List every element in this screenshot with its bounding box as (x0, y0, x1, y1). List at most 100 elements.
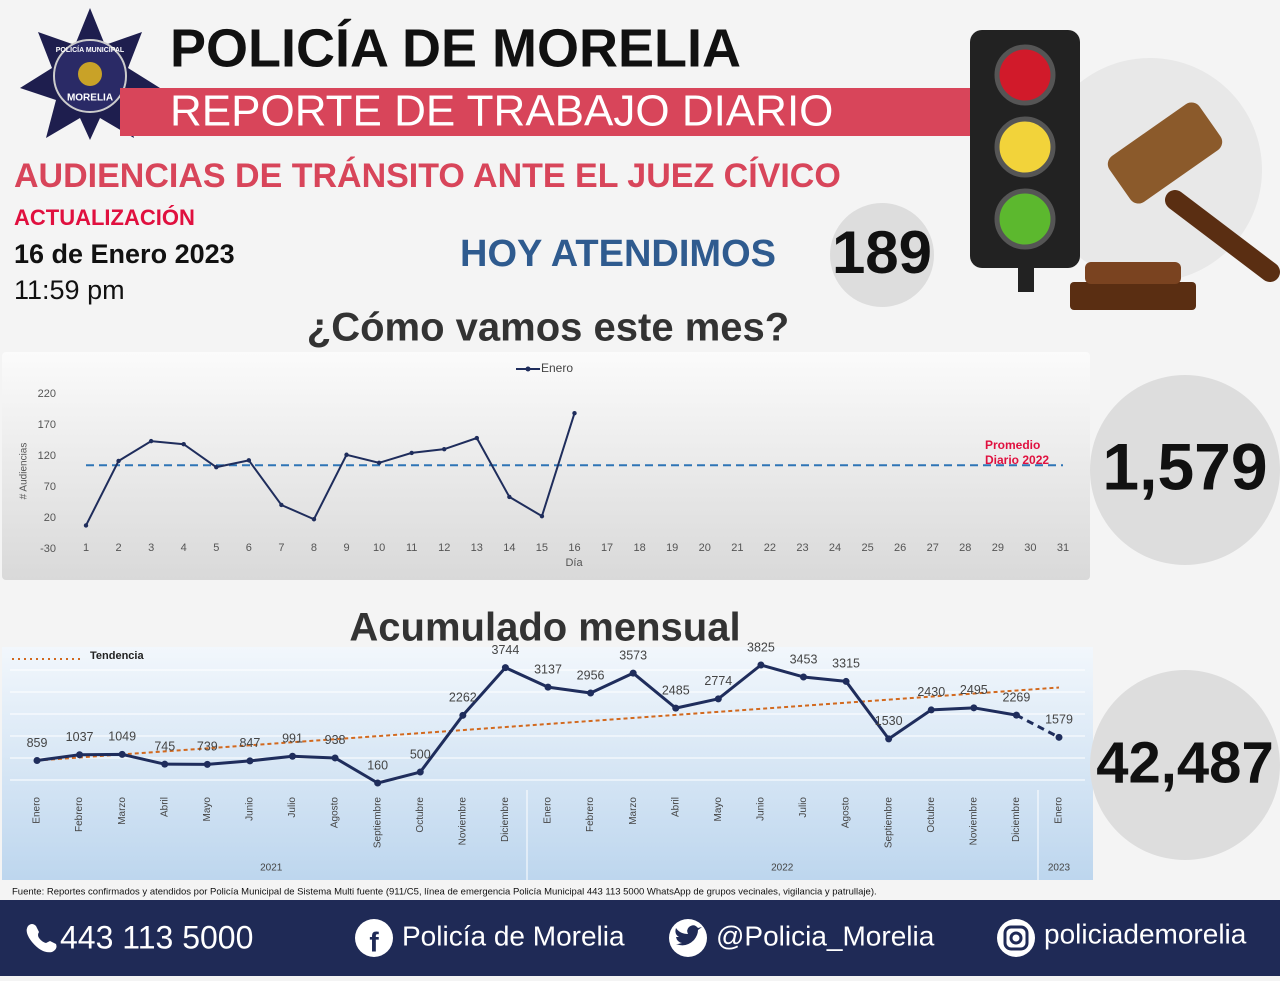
value-label: 2430 (917, 685, 945, 699)
x-tick-label: Noviembre (457, 797, 468, 846)
cumulative-title: Acumulado mensual (349, 606, 740, 650)
point (842, 677, 850, 685)
value-label: 745 (154, 739, 175, 753)
point (33, 756, 41, 764)
traffic-pole (1018, 268, 1034, 292)
badge-emblem (78, 62, 102, 86)
x-tick-label: Febrero (585, 797, 596, 832)
x-tick-label: 17 (601, 542, 613, 554)
point (376, 460, 382, 466)
value-label: 160 (367, 758, 388, 772)
x-tick-label: 18 (634, 542, 646, 554)
value-label: 1037 (66, 730, 94, 744)
badge-top: POLICÍA MUNICIPAL (56, 45, 125, 54)
point (214, 464, 219, 470)
value-label: 1530 (875, 714, 903, 728)
x-tick-label: 2 (116, 542, 122, 554)
cumulative-total: 42,487 (1096, 730, 1273, 795)
x-tick-label: Diciembre (500, 797, 511, 842)
x-tick-label: 11 (406, 542, 417, 554)
x-tick-label: 19 (666, 542, 678, 554)
point (539, 513, 545, 519)
x-tick-label: 8 (311, 542, 317, 554)
x-tick-label: 20 (699, 542, 711, 554)
x-tick-label: 27 (927, 542, 939, 554)
badge-bottom: MORELIA (67, 93, 113, 104)
update-time: 11:59 pm (14, 275, 125, 305)
month-total: 1,579 (1102, 429, 1267, 503)
x-tick-label: Agosto (841, 797, 852, 829)
point (885, 735, 893, 743)
facebook[interactable]: Policía de Morelia (402, 920, 625, 951)
heading: AUDIENCIAS DE TRÁNSITO ANTE EL JUEZ CÍVI… (14, 157, 841, 195)
month-circle (1090, 375, 1280, 565)
series-line (36, 663, 1017, 785)
point (83, 523, 89, 528)
point (474, 435, 479, 441)
point (118, 750, 126, 758)
instagram-glyph (1003, 925, 1029, 951)
x-tick-label: Junio (756, 797, 767, 821)
value-label: 2269 (1003, 690, 1031, 704)
x-tick-label: Junio (245, 797, 256, 821)
value-label: 2262 (449, 691, 477, 705)
y-tick-label: 220 (38, 388, 56, 400)
x-tick-label: 1 (83, 542, 89, 554)
point (203, 760, 211, 768)
y-tick-label: -30 (40, 543, 56, 555)
point (344, 452, 349, 457)
x-tick-label: Noviembre (968, 797, 979, 846)
value-label: 1579 (1045, 713, 1073, 727)
x-tick-label: Abril (670, 797, 681, 817)
point (246, 458, 252, 463)
x-tick-label: Mayo (713, 797, 724, 822)
instagram[interactable]: policiademorelia (1044, 918, 1247, 949)
group-label: 2021 (260, 863, 283, 874)
value-label: 3453 (790, 652, 818, 666)
x-tick-label: 29 (992, 542, 1004, 554)
x-tick-label: Septiembre (883, 797, 894, 849)
x-tick-label: 5 (213, 542, 219, 554)
subtitle: REPORTE DE TRABAJO DIARIO (170, 87, 833, 136)
x-tick-label: Septiembre (372, 797, 383, 849)
point (970, 704, 978, 712)
phone[interactable]: 443 113 5000 (60, 919, 253, 955)
point (629, 669, 637, 677)
reference-label: Diario 2022 (985, 453, 1049, 467)
point (1012, 711, 1020, 719)
point (501, 664, 509, 672)
point (714, 695, 722, 703)
value-label: 2485 (662, 683, 690, 697)
x-tick-label: 25 (861, 542, 873, 554)
x-tick-label: 30 (1024, 542, 1036, 554)
x-tick-label: 13 (471, 542, 483, 554)
x-tick-label: 24 (829, 542, 841, 554)
x-tick-label: 4 (181, 542, 187, 554)
point (1055, 733, 1063, 741)
point (757, 661, 765, 669)
gavel-handle (1165, 190, 1280, 282)
x-tick-label: 31 (1057, 542, 1069, 554)
x-tick-label: Octubre (926, 797, 937, 833)
x-tick-label: 10 (373, 542, 385, 554)
value-label: 847 (239, 736, 260, 750)
y-tick-label: 70 (44, 481, 56, 493)
x-tick-label: Diciembre (1011, 797, 1022, 842)
x-tick-label: Enero (1054, 797, 1065, 824)
gavel-block (1085, 262, 1181, 284)
point (279, 502, 284, 508)
x-tick-label: Enero (543, 797, 554, 824)
point (507, 494, 512, 500)
point (116, 458, 121, 464)
x-tick-label: Abril (159, 797, 170, 817)
point (148, 438, 154, 444)
update-label: ACTUALIZACIÓN (14, 205, 195, 230)
point (800, 673, 807, 681)
twitter[interactable]: @Policia_Morelia (716, 920, 935, 951)
x-tick-label: 9 (343, 542, 349, 554)
value-label: 938 (325, 733, 346, 747)
series-line-dashed (1015, 713, 1060, 739)
x-tick-label: 21 (731, 542, 743, 554)
value-label: 2495 (960, 683, 988, 697)
